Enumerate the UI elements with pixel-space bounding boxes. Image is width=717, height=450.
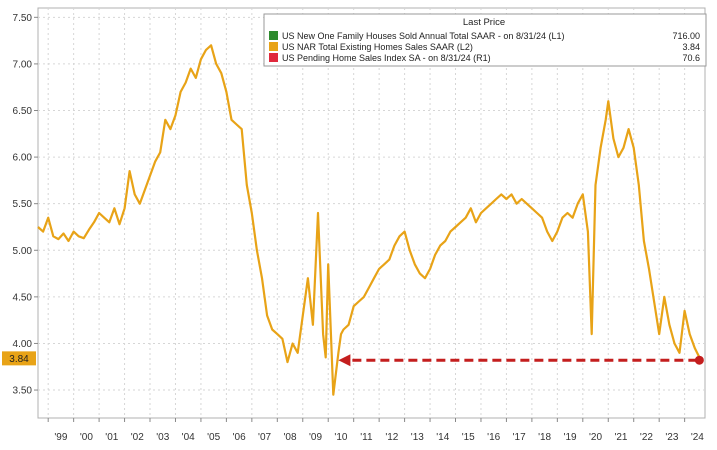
legend-entry-label: US NAR Total Existing Homes Sales SAAR (…: [282, 42, 473, 52]
arrow-head-left: [338, 354, 351, 367]
x-tick-label: '04: [182, 432, 195, 443]
plot-frame: [37, 7, 706, 419]
legend-entry-value: 3.84: [682, 42, 700, 52]
y-tick-label: 7.50: [13, 13, 33, 24]
x-tick-label: '06: [233, 432, 246, 443]
legend-entry-label: US Pending Home Sales Index SA - on 8/31…: [282, 53, 491, 63]
x-tick-label: '12: [385, 432, 398, 443]
legend-header: Last Price: [463, 17, 505, 28]
x-tick-label: '99: [54, 432, 67, 443]
grid: [37, 7, 706, 419]
x-tick-label: '09: [309, 432, 322, 443]
x-tick-label: '03: [156, 432, 169, 443]
y-tick-label: 7.00: [13, 59, 33, 70]
last-value-badge-box: [2, 351, 36, 366]
x-tick-label: '18: [538, 432, 551, 443]
y-tick-label: 5.50: [13, 199, 33, 210]
x-tick-label: '02: [131, 432, 144, 443]
last-value-badge-label: 3.84: [9, 354, 29, 365]
arrow-end-marker: [694, 355, 704, 365]
x-tick-label: '00: [80, 432, 93, 443]
annotation-layer: [338, 354, 704, 367]
y-tick-label: 6.00: [13, 153, 33, 164]
x-tick-label: '05: [207, 432, 220, 443]
legend: Last Price US New One Family Houses Sold …: [263, 13, 707, 67]
y-tick-label: 4.50: [13, 292, 33, 303]
x-tick-label: '15: [462, 432, 475, 443]
x-tick-label: '21: [614, 432, 627, 443]
x-tick-label: '20: [589, 432, 602, 443]
legend-entry-label: US New One Family Houses Sold Annual Tot…: [282, 31, 564, 41]
x-tick-label: '11: [360, 432, 373, 443]
x-tick-label: '17: [513, 432, 526, 443]
x-tick-label: '22: [640, 432, 653, 443]
y-tick-label: 3.50: [13, 386, 33, 397]
legend-swatch: [269, 53, 278, 62]
x-tick-label: '16: [487, 432, 500, 443]
x-tick-label: '10: [334, 432, 347, 443]
last-value-badge: 3.84: [2, 351, 36, 366]
x-tick-label: '19: [564, 432, 577, 443]
x-tick-label: '23: [665, 432, 678, 443]
y-axis: 3.50 4.00 4.50 5.00 5.50 6.00 6.50 7.00 7.50: [13, 13, 38, 397]
legend-swatch: [269, 42, 278, 51]
y-tick-label: 6.50: [13, 106, 33, 117]
legend-entry-value: 716.00: [672, 31, 700, 41]
x-tick-label: '07: [258, 432, 271, 443]
series-layer: [37, 44, 701, 396]
series-line-existing-home-sales: [37, 44, 701, 396]
legend-swatch: [269, 31, 278, 40]
x-tick-label: '24: [691, 432, 704, 443]
y-tick-label: 4.00: [13, 339, 33, 350]
legend-box: [263, 13, 707, 67]
y-tick-label: 5.00: [13, 246, 33, 257]
legend-entry-value: 70.6: [682, 53, 700, 63]
x-tick-label: '01: [105, 432, 118, 443]
x-tick-label: '13: [411, 432, 424, 443]
x-axis: '99 '00 '01 '02 '03 '04 '05 '06 '07 '08 '09 '10 '11 '…: [47, 418, 704, 443]
x-tick-label: '14: [436, 432, 449, 443]
x-tick-label: '08: [284, 432, 297, 443]
